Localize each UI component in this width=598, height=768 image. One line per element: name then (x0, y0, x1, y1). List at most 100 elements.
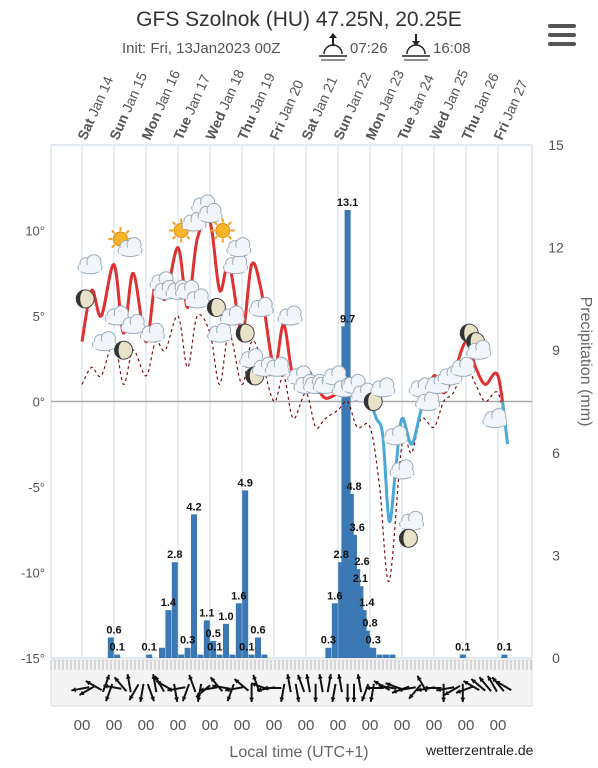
cloud-icon (117, 237, 143, 258)
cloud-fill (93, 341, 116, 349)
wind-arrowhead (212, 683, 217, 689)
wind-arrowhead (337, 674, 342, 679)
cloud-icon (139, 322, 165, 343)
precip-bar (242, 490, 249, 658)
sun-ray (213, 235, 218, 240)
wind-arrowhead (279, 697, 285, 702)
precip-bar (370, 647, 377, 658)
precip-bar (360, 610, 367, 658)
precip-value-label: 1.4 (161, 597, 177, 609)
y-right-tick-label: 15 (548, 137, 564, 153)
moon-icon (114, 340, 134, 360)
x-hour-label: 00 (330, 717, 347, 734)
wind-arrowhead (249, 697, 254, 702)
wind-arrowhead (156, 681, 162, 686)
wind-arrowhead (444, 690, 450, 695)
precip-value-label: 2.6 (354, 556, 369, 568)
cloud-icon (226, 237, 252, 258)
x-hour-label: 00 (170, 717, 187, 734)
wind-arrowhead (174, 697, 179, 702)
x-hour-label: 00 (266, 717, 283, 734)
wind-arrowhead (471, 679, 477, 684)
wind-arrowhead (155, 675, 160, 681)
precip-value-label: 0.1 (207, 642, 222, 654)
hamburger-menu-icon[interactable] (548, 24, 576, 46)
cloud-fill (208, 333, 231, 341)
cloud-fill (416, 401, 439, 409)
cloud-icon (264, 356, 290, 377)
sun-ray (172, 221, 177, 226)
x-hour-label: 00 (298, 717, 315, 734)
wind-arrowhead (463, 681, 469, 686)
wind-arrowhead (138, 697, 144, 702)
sun-ray (111, 243, 116, 249)
precip-value-label: 0.1 (497, 642, 512, 654)
wind-arrowhead (199, 687, 205, 693)
cloud-icon (415, 391, 441, 411)
cloud-icon (466, 339, 492, 360)
moon-shadow (236, 324, 246, 343)
precip-bar (197, 654, 204, 658)
cloud-fill (240, 358, 263, 366)
precip-bar (114, 654, 121, 658)
cloud-icon (383, 425, 409, 446)
x-hour-label: 00 (234, 717, 251, 734)
precip-value-label: 2.1 (353, 573, 368, 585)
precip-value-label: 0.3 (321, 635, 336, 647)
precip-bar (347, 493, 354, 658)
cloud-fill (483, 418, 506, 426)
cloud-icon (207, 322, 233, 343)
wind-arrowhead (487, 675, 493, 681)
precip-bar (389, 654, 396, 658)
precip-value-label: 0.1 (239, 642, 254, 654)
wind-arrowhead (105, 696, 110, 702)
wind-arrowhead (327, 674, 333, 679)
sun-ray (213, 221, 218, 226)
precip-value-label: 0.8 (362, 618, 377, 630)
cloud-fill (426, 384, 449, 392)
x-hour-label: 00 (490, 717, 507, 734)
sunrise-icon (319, 33, 347, 61)
precip-bar (178, 654, 185, 658)
moon-shadow (364, 392, 374, 411)
cloud-fill (391, 469, 413, 477)
precip-value-label: 9.7 (340, 313, 355, 325)
cloud-icon (77, 254, 103, 275)
precip-value-label: 2.8 (167, 549, 182, 561)
wind-arrowhead (114, 677, 120, 683)
y-left-tick-label: -15° (21, 651, 45, 666)
wind-arrowhead (436, 687, 441, 693)
precip-value-label: 0.3 (180, 635, 195, 647)
wind-arrowhead (285, 674, 291, 679)
cloud-fill (154, 290, 177, 298)
precip-bar (459, 654, 466, 658)
wind-arrowhead (392, 689, 397, 694)
sunrise-time: 07:26 (350, 40, 388, 57)
precip-bar (165, 610, 172, 658)
precip-value-label: 3.6 (350, 522, 365, 534)
precip-value-label: 13.1 (337, 197, 358, 209)
wind-arrowhead (251, 682, 257, 687)
precip-bar (344, 209, 351, 659)
wind-arrowhead (257, 687, 262, 693)
cloud-fill (439, 375, 461, 383)
precip-value-label: 0.3 (366, 635, 381, 647)
precip-bar (338, 562, 345, 658)
precip-bar (367, 647, 373, 658)
cloud-icon (91, 331, 117, 352)
precip-bar (331, 603, 338, 658)
precip-value-label: 0.1 (110, 642, 125, 654)
precip-value-label: 4.2 (186, 501, 201, 513)
precip-bar (159, 647, 165, 658)
moon-icon (206, 297, 226, 317)
cloud-fill (279, 316, 301, 323)
precip-value-label: 0.1 (455, 642, 470, 654)
x-hour-label: 00 (426, 717, 443, 734)
x-hour-label: 00 (202, 717, 219, 734)
wind-arrowhead (351, 697, 357, 702)
precip-value-label: 4.8 (346, 481, 361, 493)
sun-ray (125, 229, 130, 235)
cloud-fill (221, 316, 244, 323)
precip-bar (203, 620, 210, 658)
